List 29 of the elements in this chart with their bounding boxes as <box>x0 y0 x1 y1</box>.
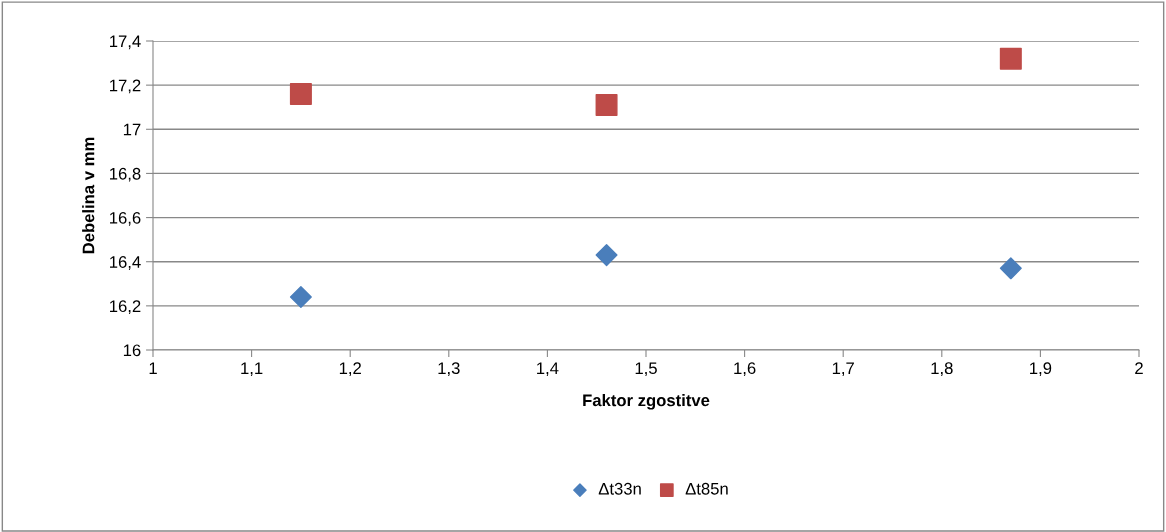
point <box>595 244 618 267</box>
x-tick-label: 1,3 <box>438 362 460 377</box>
x-tick-label: 1,8 <box>931 362 953 377</box>
y-tick-label: 17 <box>123 123 141 136</box>
point <box>999 257 1022 280</box>
y-tick-label: 16,6 <box>110 211 141 226</box>
legend-label: Δt85n <box>685 482 728 495</box>
y-tick-label: 17,2 <box>110 79 141 94</box>
x-tick-label: 2 <box>1135 362 1143 374</box>
legend-label: Δt33n <box>598 482 641 495</box>
x-tick-label: 1,2 <box>339 362 361 377</box>
x-tick-label: 1,1 <box>241 362 263 377</box>
point <box>999 47 1022 70</box>
x-axis-title: Faktor zgostitve <box>583 394 710 410</box>
y-tick-label: 16,2 <box>110 300 141 315</box>
point <box>289 82 312 105</box>
x-tick-label: 1,7 <box>832 362 854 377</box>
y-tick-label: 17,4 <box>110 35 141 50</box>
y-tick-label: 16,8 <box>110 167 141 182</box>
x-tick-label: 1,9 <box>1030 362 1052 377</box>
point <box>595 94 618 117</box>
x-tick-label: 1,5 <box>635 362 657 377</box>
y-tick-label: 16 <box>123 344 141 357</box>
x-tick-label: 1 <box>149 362 157 374</box>
point <box>289 286 312 309</box>
y-axis-title: Debelina v mm <box>82 137 95 254</box>
y-tick-label: 16,4 <box>110 256 141 270</box>
x-tick-label: 1,4 <box>537 362 559 377</box>
x-tick-label: 1,6 <box>734 362 756 377</box>
